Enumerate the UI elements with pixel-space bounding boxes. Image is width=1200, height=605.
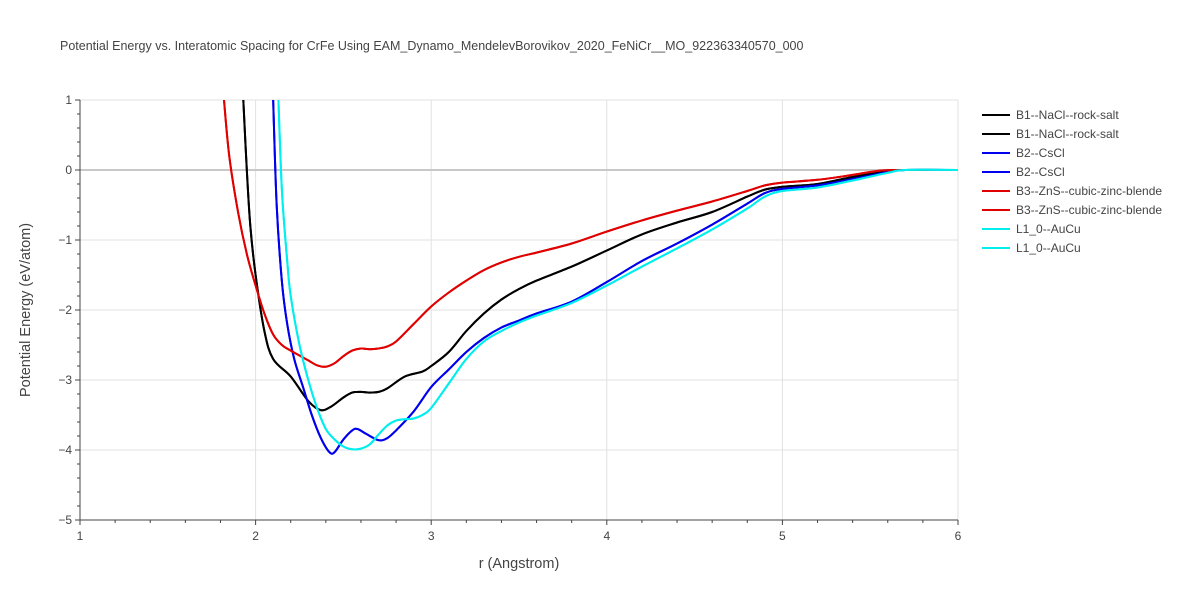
y-tick-label: −1 bbox=[58, 233, 72, 247]
y-tick-labels: 1 0 −1 −2 −3 −4 −5 bbox=[58, 93, 72, 527]
legend: B1--NaCl--rock-salt B1--NaCl--rock-salt B2… bbox=[982, 108, 1162, 255]
chart-title: Potential Energy vs. Interatomic Spacing… bbox=[60, 39, 804, 53]
series-line-b3-zns-cubic-zinc-blende bbox=[222, 100, 958, 368]
y-tick-label: −5 bbox=[58, 513, 72, 527]
legend-label-b2-cscl: B2--CsCl bbox=[1016, 146, 1065, 160]
grid bbox=[80, 99, 959, 520]
x-tick-label: 5 bbox=[779, 529, 786, 543]
x-tick-label: 1 bbox=[77, 529, 84, 543]
legend-label-b3-zns-cubic-zinc-blende: B3--ZnS--cubic-zinc-blende bbox=[1016, 203, 1162, 217]
x-axis-label: r (Angstrom) bbox=[479, 556, 560, 572]
series-line-b1-nacl-rock-salt bbox=[242, 100, 958, 412]
y-axis-label: Potential Energy (eV/atom) bbox=[18, 223, 34, 397]
x-tick-label: 2 bbox=[252, 529, 259, 543]
series-line-b3-zns-cubic-zinc-blende bbox=[222, 100, 958, 368]
x-tick-label: 4 bbox=[603, 529, 610, 543]
axes bbox=[75, 99, 959, 525]
legend-label-b1-nacl-rock-salt: B1--NaCl--rock-salt bbox=[1016, 108, 1119, 122]
x-tick-label: 3 bbox=[428, 529, 435, 543]
y-tick-label: 1 bbox=[65, 93, 72, 107]
y-tick-label: 0 bbox=[65, 163, 72, 177]
legend-label-b1-nacl-rock-salt: B1--NaCl--rock-salt bbox=[1016, 127, 1119, 141]
legend-label-l1-0-aucu: L1_0--AuCu bbox=[1016, 222, 1081, 236]
legend-label-b3-zns-cubic-zinc-blende: B3--ZnS--cubic-zinc-blende bbox=[1016, 184, 1162, 198]
y-tick-label: −3 bbox=[58, 373, 72, 387]
x-tick-labels: 1 2 3 4 5 6 bbox=[77, 529, 962, 543]
y-tick-label: −2 bbox=[58, 303, 72, 317]
y-tick-label: −4 bbox=[58, 443, 72, 457]
x-tick-label: 6 bbox=[955, 529, 962, 543]
legend-label-b2-cscl: B2--CsCl bbox=[1016, 165, 1065, 179]
series-line-b2-cscl bbox=[272, 100, 958, 455]
legend-label-l1-0-aucu: L1_0--AuCu bbox=[1016, 241, 1081, 255]
series-line-l1-0-aucu bbox=[277, 100, 958, 451]
series-line-b1-nacl-rock-salt bbox=[242, 100, 958, 412]
plot-area bbox=[222, 100, 958, 455]
